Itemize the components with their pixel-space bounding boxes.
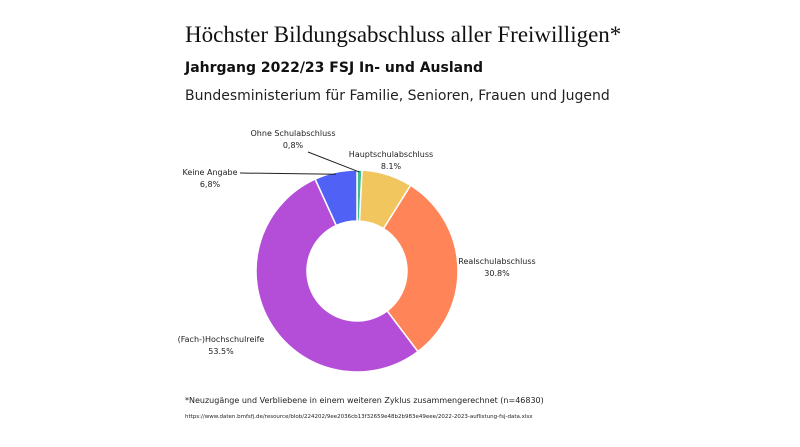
slice-labels: Ohne Schulabschluss 0,8% Hauptschulabschlu… <box>178 129 536 356</box>
leader-lines <box>239 151 360 175</box>
slice-label-value: 30.8% <box>484 269 510 278</box>
slice-label-value: 0,8% <box>283 141 304 150</box>
donut-slices <box>255 169 459 373</box>
slice-label-name: Realschulabschluss <box>458 257 535 266</box>
slice-label-value: 8.1% <box>381 162 402 171</box>
slice-label-name: Keine Angabe <box>182 168 237 177</box>
slice-label-name: Hauptschulabschluss <box>349 150 433 159</box>
slice-realschulabschluss <box>382 184 459 353</box>
slice-label-name: Ohne Schulabschluss <box>251 129 336 138</box>
slice-keine-angabe <box>314 169 358 227</box>
source-url[interactable]: https://www.daten.bmfsfj.de/resource/blo… <box>185 414 533 420</box>
slice-label-name: (Fach-)Hochschulreife <box>178 335 265 344</box>
slice-fach-hochschulreife <box>255 178 419 373</box>
leader-line <box>239 172 337 175</box>
leader-line <box>307 151 360 173</box>
footnote: *Neuzugänge und Verbliebene in einem wei… <box>185 396 544 405</box>
slice-label-value: 6,8% <box>200 180 221 189</box>
chart-title: Höchster Bildungsabschluss aller Freiwil… <box>185 22 622 47</box>
slice-label-value: 53.5% <box>208 347 234 356</box>
chart-subtitle: Jahrgang 2022/23 FSJ In- und Ausland <box>185 60 484 76</box>
publisher-line: Bundesministerium für Familie, Senioren,… <box>185 88 610 104</box>
